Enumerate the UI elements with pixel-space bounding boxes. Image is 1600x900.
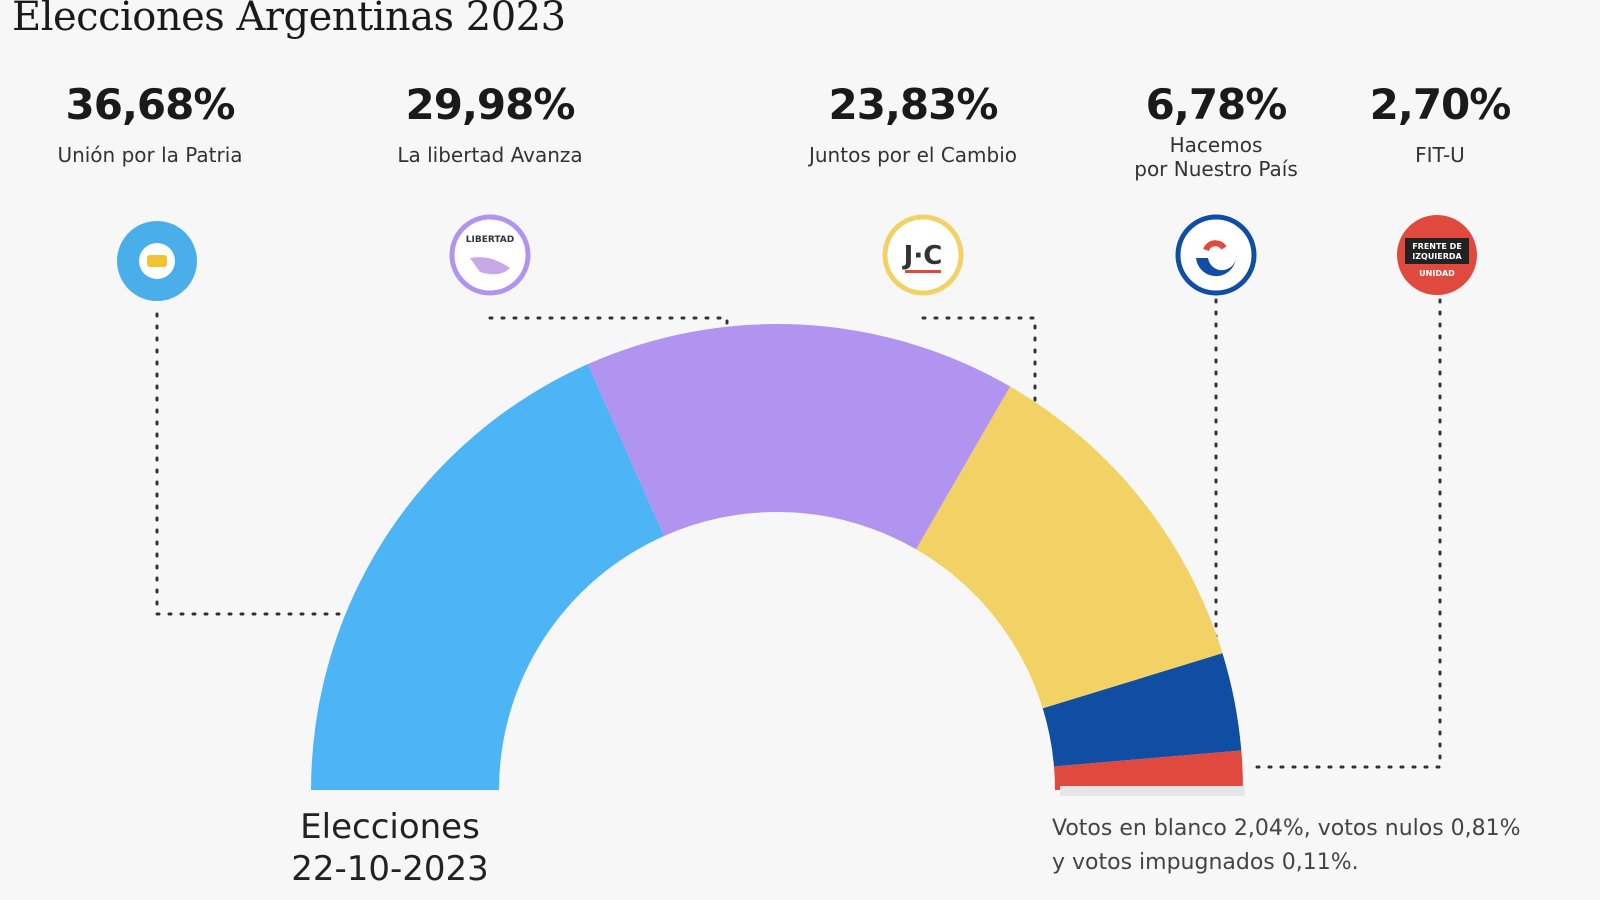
- jxc-logo-icon: J·C: [882, 214, 964, 296]
- footnote: Votos en blanco 2,04%, votos nulos 0,81%…: [1052, 816, 1521, 875]
- chart-title: Elecciones Argentinas 2023: [12, 0, 566, 40]
- svg-text:J·C: J·C: [902, 241, 943, 271]
- hnp-logo-icon: [1175, 214, 1257, 296]
- lla-logo-icon: LIBERTAD: [449, 214, 531, 296]
- slice-1: [587, 324, 1011, 550]
- party-column-lla: 29,98% La libertad Avanza: [340, 80, 640, 167]
- data-label: 2,70%: [1369, 80, 1512, 129]
- party-column-hnp: 6,78% Hacemos por Nuestro País: [1066, 80, 1366, 181]
- slice-2: [916, 386, 1223, 709]
- data-label: 36,68%: [65, 80, 236, 129]
- party-name: FIT-U: [1415, 143, 1465, 167]
- svg-text:IZQUIERDA: IZQUIERDA: [1412, 252, 1462, 261]
- party-column-uxp: 36,68% Unión por la Patria: [0, 80, 300, 167]
- data-label: 6,78%: [1145, 80, 1288, 129]
- party-column-fitu: 2,70% FIT-U: [1290, 80, 1590, 167]
- party-name: La libertad Avanza: [397, 143, 583, 167]
- shadow: [1060, 786, 1245, 796]
- party-column-jxc: 23,83% Juntos por el Cambio: [763, 80, 1063, 167]
- slice-4: [1053, 750, 1243, 790]
- party-name: Hacemos por Nuestro País: [1134, 133, 1298, 181]
- leader-line: [1248, 298, 1442, 769]
- uxp-logo-icon: [117, 221, 197, 301]
- slice-3: [1042, 653, 1242, 767]
- leader-line: [155, 312, 412, 616]
- party-name: Juntos por el Cambio: [808, 143, 1018, 167]
- data-label: 29,98%: [405, 80, 576, 129]
- fitu-logo-icon: FRENTE DE IZQUIERDA UNIDAD: [1397, 215, 1477, 295]
- slice-0: [311, 364, 665, 790]
- data-label: 23,83%: [828, 80, 999, 129]
- party-name: Unión por la Patria: [57, 143, 243, 167]
- center-label: Elecciones 22-10-2023: [291, 807, 489, 889]
- svg-text:FRENTE DE: FRENTE DE: [1412, 242, 1462, 251]
- svg-text:LIBERTAD: LIBERTAD: [466, 235, 515, 245]
- svg-text:UNIDAD: UNIDAD: [1419, 269, 1455, 278]
